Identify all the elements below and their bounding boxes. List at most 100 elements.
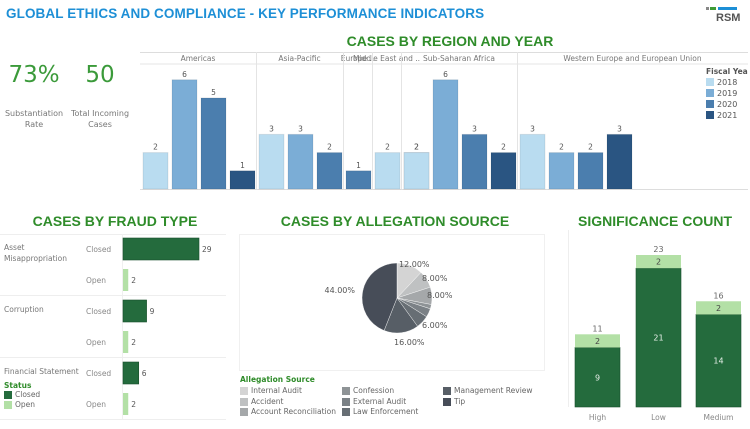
bar-2020	[345, 170, 372, 190]
bar-2021	[606, 133, 633, 190]
allegation-chart-title: CASES BY ALLEGATION SOURCE	[280, 213, 510, 229]
significance-chart: 9 2 11 High 21 2 23 Low 14 2 16 Medium	[568, 230, 742, 422]
total-label: 11	[592, 324, 602, 333]
region-header-label: Asia-Pacific	[278, 54, 320, 63]
pie-slice-label: 16.00%	[394, 338, 425, 347]
pie-slice-tip	[361, 262, 398, 331]
legend-swatch-2020	[706, 100, 714, 108]
legend-item-tip[interactable]: Tip	[443, 397, 465, 407]
region-header-label: Western Europe and European Union	[563, 54, 701, 63]
region-chart-title: CASES BY REGION AND YEAR	[346, 33, 554, 49]
bar-2019	[548, 152, 575, 190]
bar-2020	[316, 152, 343, 190]
bar-value-label: 2	[501, 143, 506, 152]
bar-2018	[403, 152, 430, 190]
bar-2020	[577, 152, 604, 190]
legend-item-management-review[interactable]: Management Review	[443, 386, 533, 396]
bar-value-label: 2	[131, 400, 136, 409]
bar-2019	[432, 79, 459, 190]
legend-swatch	[240, 408, 248, 416]
legend-swatch-2019	[706, 89, 714, 97]
kpi-value: 73%	[8, 62, 60, 88]
rsm-logo: RSM	[706, 6, 742, 30]
closed-value-label: 21	[653, 334, 663, 343]
fraud-category-label: Financial Statement	[4, 367, 79, 376]
bar-open	[123, 393, 129, 415]
legend-item-law-enforcement[interactable]: Law Enforcement	[342, 407, 418, 417]
bar-closed	[122, 299, 147, 323]
status-label: Closed	[86, 245, 111, 254]
bar-value-label: 3	[298, 124, 303, 133]
allegation-pie-chart: 12.00% 8.00% 8.00% 6.00% 16.00% 44.00%	[324, 260, 452, 347]
bar-open	[696, 301, 741, 315]
bar-value-label: 6	[443, 70, 448, 79]
legend-label-2019: 2019	[717, 89, 737, 98]
legend-label: Tip	[454, 396, 466, 406]
closed-value-label: 14	[713, 357, 723, 366]
legend-swatch-2021	[706, 111, 714, 119]
legend-swatch	[443, 387, 451, 395]
bar-value-label: 9	[150, 307, 155, 316]
status-label: Open	[86, 338, 106, 347]
bar-open	[123, 331, 129, 353]
bar-2018	[374, 152, 401, 190]
pie-slice-label: 44.00%	[324, 286, 355, 295]
logo-text: RSM	[716, 12, 741, 24]
bar-value-label: 2	[588, 143, 593, 152]
legend-label-2021: 2021	[717, 111, 737, 120]
legend-label: Accident	[251, 396, 284, 406]
bar-value-label: 2	[414, 143, 419, 152]
pie-slice-label: 6.00%	[422, 321, 448, 330]
bar-2019	[287, 133, 314, 190]
bar-open	[636, 255, 681, 269]
fraud-chart-title: CASES BY FRAUD TYPE	[32, 213, 198, 229]
region-year-chart: Americas 2 6 5 1 Asia-Pacific 3 3 2 Europe .. 1 Mid…	[140, 52, 748, 190]
legend-label: External Audit	[353, 396, 407, 406]
legend-title: Fiscal Year	[706, 67, 748, 76]
closed-swatch	[4, 391, 12, 399]
bar-value-label: 1	[356, 161, 361, 170]
legend-title: Status	[4, 381, 32, 390]
bar-closed	[122, 237, 200, 261]
region-header-label: Americas	[181, 54, 216, 63]
legend-label: Law Enforcement	[353, 407, 419, 416]
legend-swatch	[240, 387, 248, 395]
legend-swatch	[443, 397, 451, 406]
legend-swatch-2018	[706, 78, 714, 86]
legend-item-accident[interactable]: Accident	[240, 397, 283, 407]
bar-value-label: 1	[240, 161, 245, 170]
bar-value-label: 3	[472, 124, 477, 133]
fraud-category-label: Misappropriation	[4, 254, 67, 263]
legend-item-open[interactable]: Open	[4, 400, 40, 410]
legend-label: Management Review	[454, 386, 533, 395]
legend-item-confession[interactable]: Confession	[342, 386, 394, 396]
bar-value-label: 6	[142, 369, 147, 378]
status-label: Open	[86, 400, 106, 409]
kpi-total-cases: 50 Total Incoming Cases	[68, 62, 132, 130]
kpi-substantiation: 73% Substantiation Rate	[2, 62, 66, 130]
logo-mark	[710, 7, 716, 10]
bar-value-label: 2	[153, 143, 158, 152]
bar-value-label: 2	[385, 143, 390, 152]
status-label: Closed	[86, 369, 111, 378]
status-label: Closed	[86, 307, 111, 316]
legend-item-internal-audit[interactable]: Internal Audit	[240, 386, 302, 396]
open-value-label: 2	[656, 258, 661, 267]
legend-item-external-audit[interactable]: External Audit	[342, 397, 406, 407]
open-value-label: 2	[716, 304, 721, 313]
legend-item-closed[interactable]: Closed	[4, 390, 40, 400]
category-label: Low	[651, 413, 666, 422]
bar-2018	[142, 152, 169, 190]
allegation-legend: Allegation Source Internal Audit Accident…	[240, 375, 550, 416]
kpi-label: Substantiation Rate	[4, 109, 64, 129]
bar-value-label: 2	[559, 143, 564, 152]
bar-open	[575, 334, 620, 348]
bar-2019	[171, 79, 198, 190]
closed-value-label: 9	[595, 373, 600, 382]
fraud-category-label: Asset	[4, 243, 25, 252]
bar-2018	[258, 133, 285, 190]
bar-value-label: 3	[269, 124, 274, 133]
legend-swatch	[342, 408, 350, 416]
legend-item-account-reconciliation[interactable]: Account Reconciliation	[240, 407, 336, 417]
legend-swatch	[342, 397, 350, 406]
